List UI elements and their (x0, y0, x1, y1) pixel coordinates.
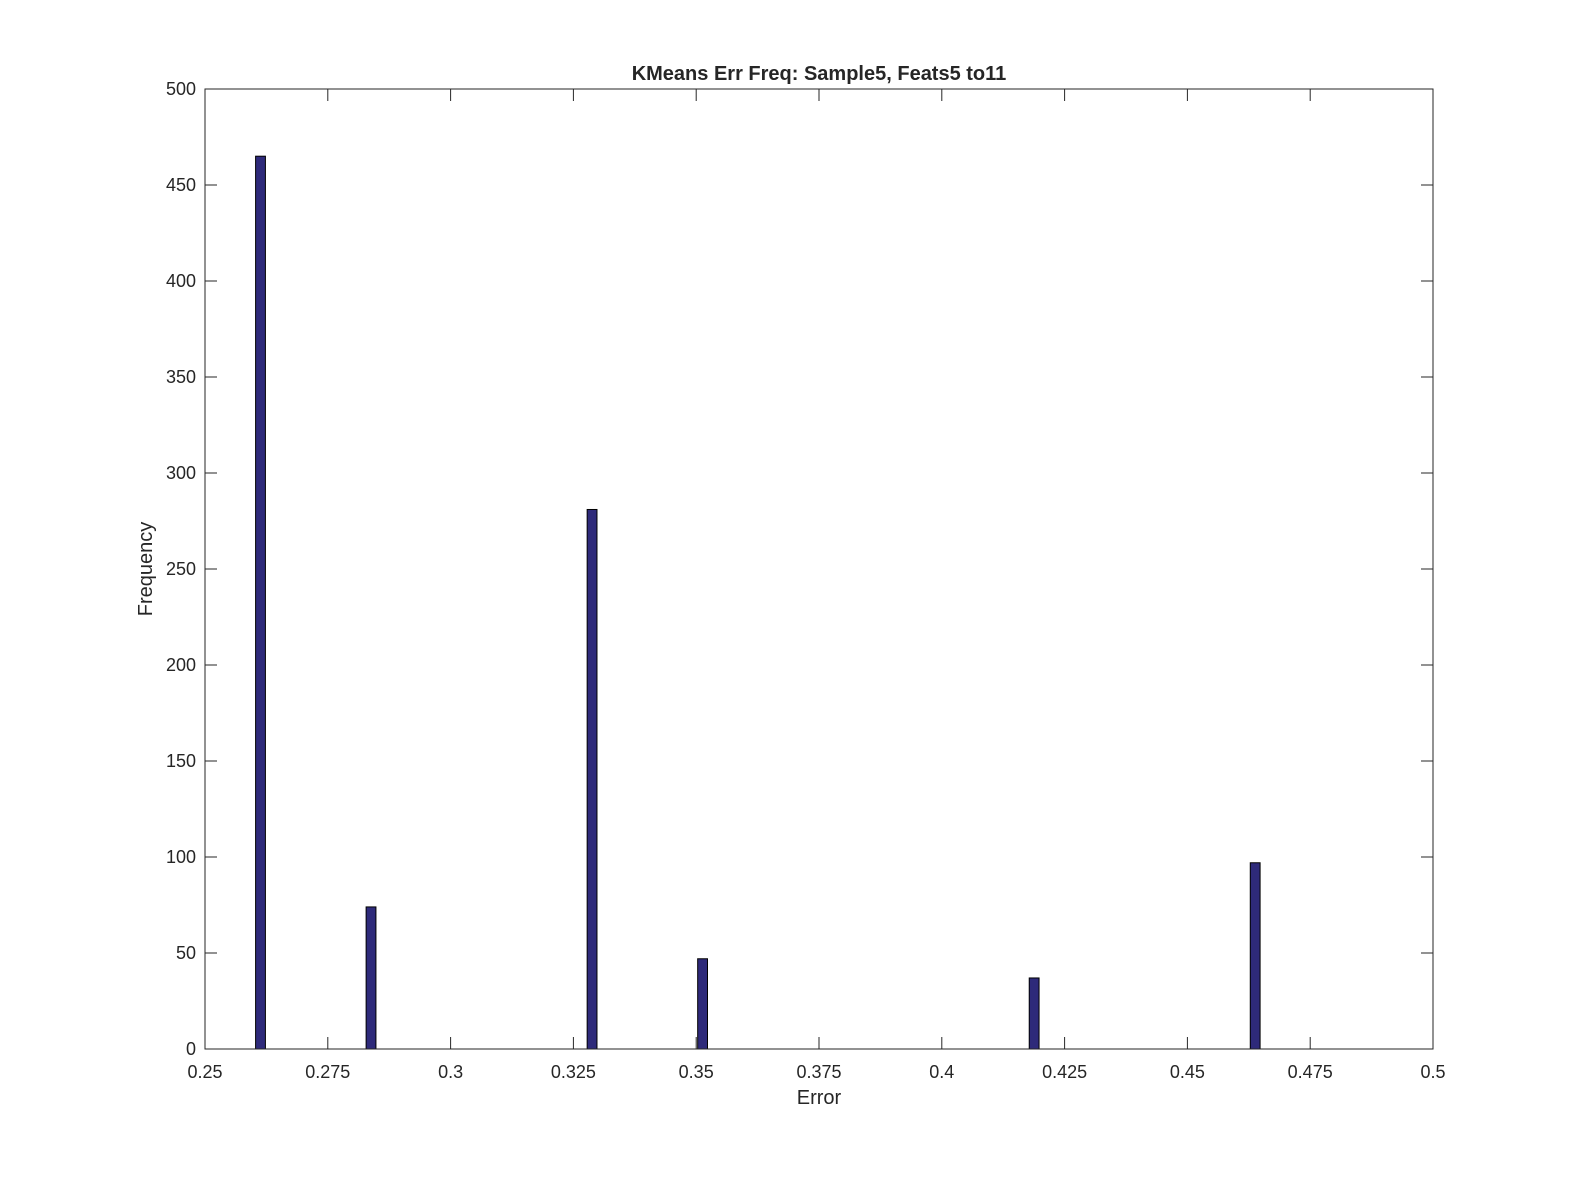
bar (586, 508, 598, 1050)
bar (1028, 977, 1040, 1050)
y-axis-label: Frequency (135, 522, 157, 617)
x-tick-label: 0.375 (796, 1062, 841, 1082)
bar (697, 958, 708, 1050)
x-tick-label: 0.4 (929, 1062, 954, 1082)
y-tick-label: 350 (166, 367, 196, 387)
y-tick-label: 450 (166, 175, 196, 195)
bar (255, 155, 266, 1050)
plot-frame (204, 88, 1434, 1050)
x-tick-label: 0.45 (1170, 1062, 1205, 1082)
y-tick-label: 150 (166, 751, 196, 771)
x-tick-label: 0.275 (305, 1062, 350, 1082)
x-tick-label: 0.5 (1420, 1062, 1445, 1082)
bar (365, 906, 377, 1050)
y-tick-label: 300 (166, 463, 196, 483)
x-tick-label: 0.25 (187, 1062, 222, 1082)
ticks-layer: 0.25 0.275 0.3 0.325 0.35 0.375 0.4 0.425 0.45 0.… (166, 79, 1446, 1082)
y-tick-label: 50 (176, 943, 196, 963)
x-tick-label: 0.425 (1042, 1062, 1087, 1082)
y-tick-label: 100 (166, 847, 196, 867)
x-tick-label: 0.3 (438, 1062, 463, 1082)
x-tick-label: 0.475 (1288, 1062, 1333, 1082)
x-tick-label: 0.35 (679, 1062, 714, 1082)
y-tick-label: 400 (166, 271, 196, 291)
y-tick-label: 250 (166, 559, 196, 579)
y-tick-label: 500 (166, 79, 196, 99)
bar (1249, 862, 1261, 1050)
bars-layer (255, 155, 1261, 1050)
y-tick-label: 0 (186, 1039, 196, 1059)
chart-title: KMeans Err Freq: Sample5, Feats5 to11 (632, 63, 1007, 85)
x-axis-label: Error (797, 1087, 842, 1109)
y-tick-label: 200 (166, 655, 196, 675)
x-tick-label: 0.325 (551, 1062, 596, 1082)
